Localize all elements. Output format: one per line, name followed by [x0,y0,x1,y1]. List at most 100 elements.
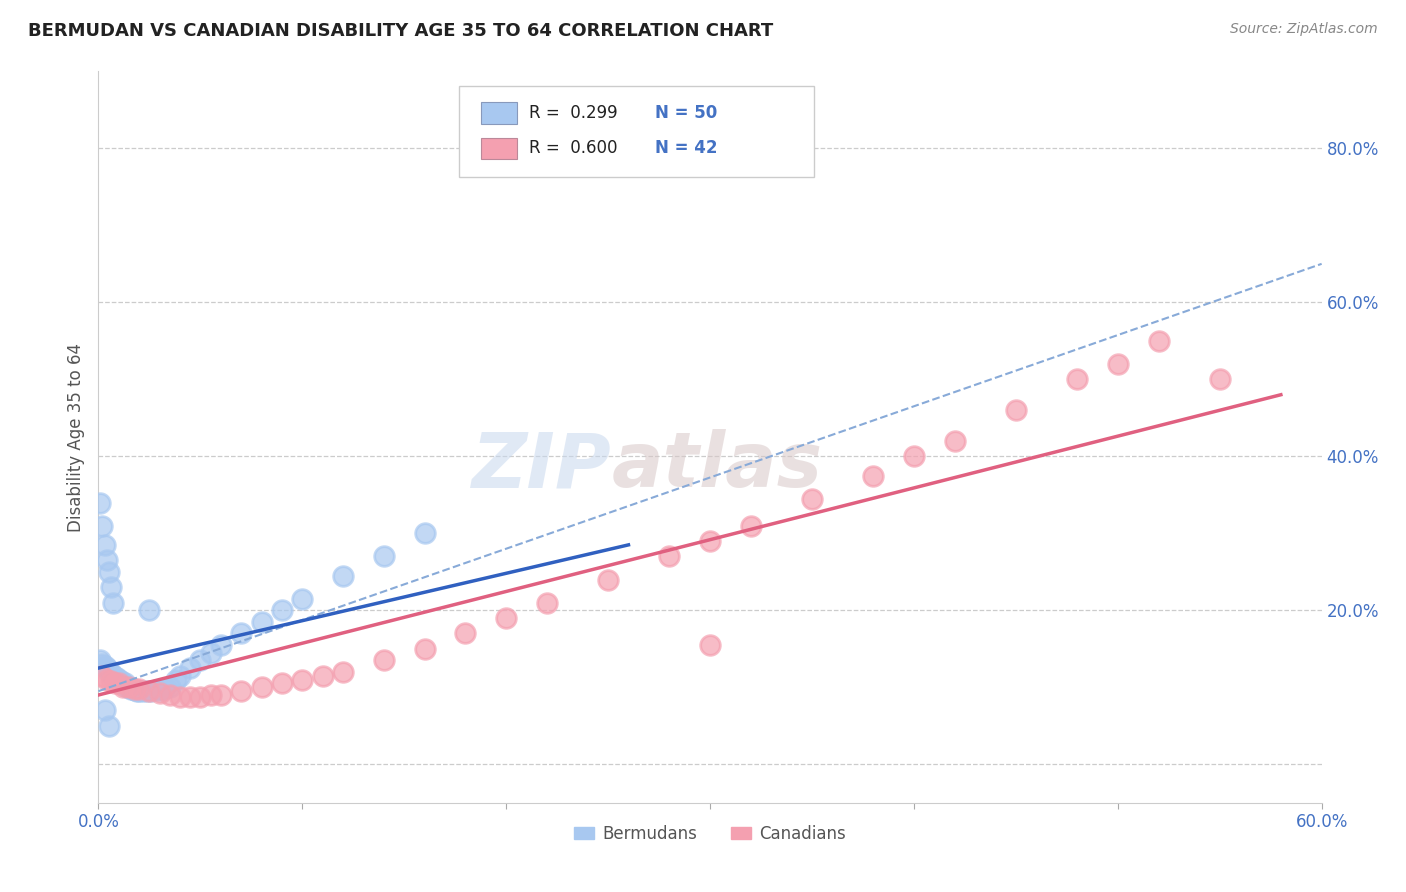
Point [105,671,128,685]
Point [943,434,966,448]
Point [122,681,145,696]
Point [97,565,120,579]
Text: atlas: atlas [612,429,824,503]
Text: BERMUDAN VS CANADIAN DISABILITY AGE 35 TO 64 CORRELATION CHART: BERMUDAN VS CANADIAN DISABILITY AGE 35 T… [28,22,773,40]
Point [145,683,167,698]
Point [1066,372,1088,386]
Point [188,690,212,704]
Point [96,673,118,687]
Point [91,518,114,533]
Legend: Bermudans, Canadians: Bermudans, Canadians [568,818,852,849]
Point [250,681,273,695]
Point [136,684,159,698]
Point [96,553,118,567]
Point [96,661,118,675]
Point [1209,372,1232,386]
Point [373,653,395,667]
Point [91,657,114,672]
Point [110,674,132,689]
Point [169,690,191,704]
Point [801,491,824,506]
Text: Source: ZipAtlas.com: Source: ZipAtlas.com [1230,22,1378,37]
Point [270,676,294,690]
Point [699,638,721,652]
Point [373,549,395,564]
Point [93,703,115,717]
Point [200,688,222,702]
Point [291,673,314,687]
Point [104,670,127,684]
Point [1147,334,1170,348]
Point [127,684,149,698]
Point [100,580,122,594]
Point [124,682,146,697]
Point [250,615,273,629]
Point [93,538,115,552]
Point [740,518,762,533]
Point [270,603,294,617]
Point [97,719,120,733]
Point [598,573,620,587]
Point [188,653,212,667]
Point [89,495,111,509]
Point [200,646,222,660]
Point [413,641,436,656]
Point [101,669,124,683]
Point [128,684,150,698]
Point [332,568,354,582]
Point [169,669,191,683]
Point [118,681,141,695]
FancyBboxPatch shape [460,86,814,178]
Point [114,676,136,690]
Point [91,669,114,683]
Point [231,684,253,698]
Point [536,596,558,610]
Point [699,534,721,549]
Point [89,653,111,667]
Text: N = 42: N = 42 [655,139,717,157]
Point [118,681,141,695]
Point [132,684,155,698]
Point [231,626,253,640]
Point [903,450,925,464]
Point [413,526,436,541]
Point [149,686,172,700]
Point [152,681,174,696]
Point [115,681,138,695]
Point [100,666,122,681]
Text: R =  0.600: R = 0.600 [529,139,617,157]
Point [124,681,146,696]
Point [862,468,884,483]
Point [454,626,477,640]
Point [100,674,122,689]
Point [120,681,142,696]
Point [149,682,172,697]
FancyBboxPatch shape [481,103,517,124]
Point [101,596,124,610]
Point [97,665,120,679]
Point [108,676,131,690]
Text: N = 50: N = 50 [655,104,717,122]
Point [495,611,517,625]
Point [179,690,201,704]
Point [179,661,201,675]
Point [658,549,681,564]
Point [159,681,181,695]
Point [332,665,354,679]
Point [108,673,131,687]
Point [209,688,232,702]
Point [141,684,163,698]
Point [93,658,115,673]
Point [291,591,314,606]
FancyBboxPatch shape [481,137,517,159]
Point [111,676,134,690]
Text: R =  0.299: R = 0.299 [529,104,617,122]
Point [1004,403,1026,417]
Point [209,638,232,652]
Point [165,673,187,687]
Point [104,676,127,690]
Point [128,681,150,696]
Point [111,681,134,695]
Point [138,684,160,698]
Point [138,603,160,617]
